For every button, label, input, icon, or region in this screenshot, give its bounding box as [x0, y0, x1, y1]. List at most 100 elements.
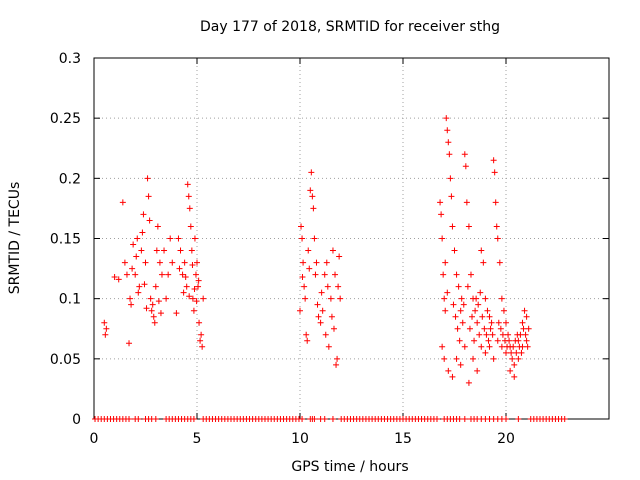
data-point: [506, 337, 513, 344]
data-point: [498, 343, 505, 350]
data-point: [154, 223, 161, 230]
ticks-layer: 0 0.05 0.1 0.15 0.2 0.25 0.3 0 5 10 15 20: [50, 51, 609, 447]
data-point: [482, 295, 489, 302]
data-point: [433, 416, 440, 422]
data-point: [465, 223, 472, 230]
data-point: [321, 416, 328, 422]
data-point: [191, 235, 198, 242]
data-point: [488, 319, 495, 326]
data-point: [473, 295, 480, 302]
data-point: [182, 274, 189, 281]
data-point: [520, 325, 527, 332]
data-point: [185, 193, 192, 200]
y-tick-label: 0.05: [50, 352, 81, 368]
data-point: [333, 361, 340, 368]
data-point: [438, 211, 445, 218]
data-point: [153, 247, 160, 254]
data-point: [187, 223, 194, 230]
data-point: [461, 416, 468, 422]
data-point: [189, 295, 196, 302]
data-point: [139, 229, 146, 236]
data-point: [119, 199, 126, 206]
data-point: [454, 325, 461, 332]
data-point: [135, 289, 142, 296]
data-point: [443, 115, 450, 122]
data-point: [126, 340, 133, 347]
data-point: [191, 286, 198, 293]
data-point: [332, 271, 339, 278]
x-axis-title: GPS time / hours: [291, 459, 408, 475]
data-point: [449, 223, 456, 230]
data-point: [453, 271, 460, 278]
data-point: [312, 271, 319, 278]
data-point: [474, 319, 481, 326]
data-point: [327, 295, 334, 302]
data-point: [337, 295, 344, 302]
data-point: [303, 331, 310, 338]
data-point: [300, 259, 307, 266]
data-point: [298, 223, 305, 230]
data-point: [467, 271, 474, 278]
data-point: [495, 319, 502, 326]
data-point: [498, 295, 505, 302]
y-tick-label: 0.3: [59, 51, 81, 67]
data-point: [518, 349, 525, 356]
data-point: [197, 337, 204, 344]
data-point: [123, 271, 130, 278]
data-point: [524, 343, 531, 350]
data-point: [194, 259, 200, 266]
data-point: [523, 313, 530, 320]
data-point: [188, 247, 195, 254]
data-point: [523, 337, 530, 344]
data-point: [163, 295, 170, 302]
data-point: [311, 416, 318, 422]
data-point: [486, 343, 493, 350]
data-point: [460, 301, 467, 308]
data-point: [437, 199, 444, 206]
data-point: [489, 331, 496, 338]
data-point: [509, 355, 516, 362]
data-point: [198, 331, 205, 338]
data-point: [167, 235, 174, 242]
data-point: [134, 235, 141, 242]
data-point: [128, 301, 135, 308]
data-point: [471, 337, 478, 344]
data-point: [457, 307, 464, 314]
data-point: [504, 343, 511, 350]
data-point: [150, 313, 157, 320]
data-point: [507, 367, 514, 374]
data-point: [480, 259, 487, 266]
data-point: [515, 355, 522, 362]
data-point: [195, 283, 202, 290]
data-point: [315, 313, 322, 320]
data-point: [334, 355, 341, 362]
data-point: [323, 259, 330, 266]
data-point: [176, 265, 183, 272]
data-point: [301, 283, 308, 290]
data-point: [135, 416, 142, 422]
data-point: [487, 325, 494, 332]
data-point: [494, 235, 501, 242]
data-point: [477, 289, 484, 296]
data-point: [329, 247, 336, 254]
data-point: [127, 295, 134, 302]
data-point: [121, 259, 128, 266]
data-point: [499, 331, 506, 338]
data-point: [479, 313, 486, 320]
data-point: [143, 305, 150, 312]
data-point: [478, 343, 485, 350]
data-point: [514, 331, 521, 338]
data-point: [478, 247, 485, 254]
data-point: [142, 259, 149, 266]
data-point: [314, 301, 321, 308]
data-point: [500, 307, 507, 314]
data-point: [132, 271, 139, 278]
data-point: [186, 205, 193, 212]
data-point: [481, 325, 488, 332]
data-point: [511, 361, 518, 368]
data-point: [476, 331, 483, 338]
data-point: [516, 343, 523, 350]
data-point: [309, 193, 316, 200]
data-point: [521, 307, 528, 314]
data-point: [196, 319, 203, 326]
